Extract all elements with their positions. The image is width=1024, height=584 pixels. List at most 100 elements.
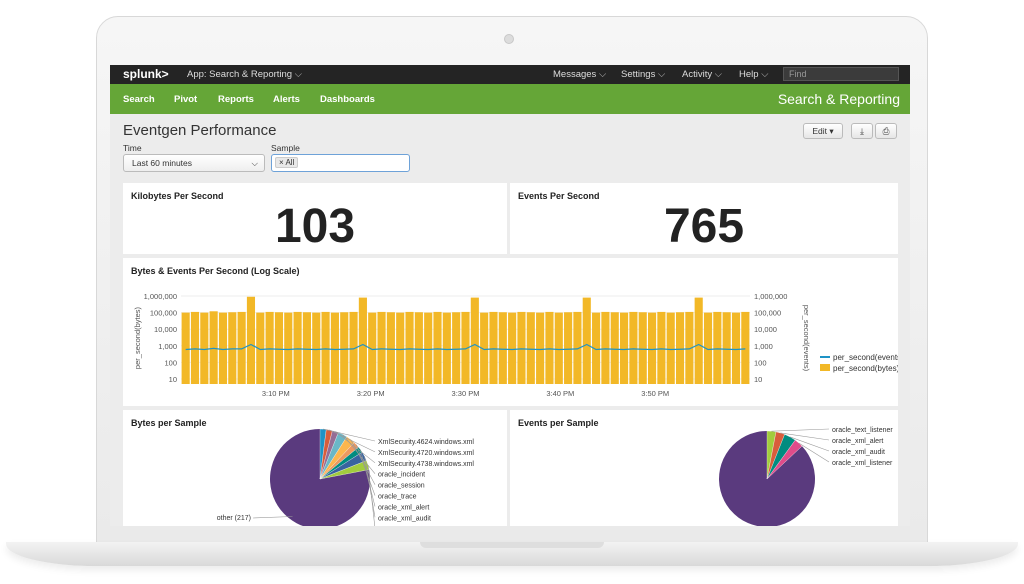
bar: [554, 312, 563, 384]
bar: [629, 311, 638, 384]
bar: [433, 311, 442, 384]
bar: [414, 312, 423, 384]
time-picker[interactable]: Last 60 minutes ⌵: [123, 154, 265, 172]
edit-button[interactable]: Edit ▾: [803, 123, 843, 139]
eps-panel: Events Per Second 765: [510, 183, 898, 254]
bar: [545, 311, 554, 384]
top-bar: splunk> App: Search & Reporting ⌵ Messag…: [110, 65, 910, 84]
splunk-screen: splunk> App: Search & Reporting ⌵ Messag…: [110, 65, 910, 526]
nav-search[interactable]: Search: [123, 94, 155, 105]
pie-leader-line: [252, 516, 293, 519]
pie-leader-line: [798, 442, 830, 463]
settings-menu[interactable]: Settings ⌵: [621, 69, 666, 80]
bar: [209, 311, 218, 384]
sample-multiselect[interactable]: × All: [271, 154, 410, 172]
chevron-down-icon: ⌵: [761, 69, 769, 80]
x-tick-label: 3:30 PM: [452, 389, 480, 398]
nav-reports[interactable]: Reports: [218, 94, 254, 105]
panel-title: Events Per Second: [518, 191, 600, 201]
bar: [256, 312, 265, 384]
messages-menu[interactable]: Messages ⌵: [553, 69, 607, 80]
bar: [517, 311, 526, 384]
pie-label: oracle_xml_audit: [378, 515, 431, 522]
bar: [181, 312, 190, 384]
sample-token[interactable]: × All: [275, 157, 299, 168]
time-label: Time: [123, 143, 142, 153]
pie-label: oracle_xml_listener: [832, 460, 893, 467]
pie-label: oracle_xml_alert: [832, 438, 883, 445]
find-input[interactable]: Find: [783, 67, 899, 81]
print-button[interactable]: ⎙: [875, 123, 897, 139]
y-tick-label-right: 1,000,000: [754, 292, 787, 301]
bar: [442, 312, 451, 384]
y-tick-label-right: 10,000: [754, 325, 777, 334]
bar: [685, 311, 694, 384]
bar: [703, 312, 713, 384]
pie-leader-line: [780, 432, 830, 441]
bar: [265, 311, 274, 384]
bar: [246, 296, 256, 384]
pie-label: oracle_incident: [378, 472, 425, 479]
app-title: Search & Reporting: [777, 91, 900, 107]
pie-label: XmlSecurity.4624.windows.xml: [378, 439, 474, 446]
splunk-logo[interactable]: splunk>: [123, 67, 169, 81]
legend-swatch-bytes: [820, 364, 830, 371]
bar: [470, 297, 479, 384]
bar: [666, 312, 675, 384]
events-pie-chart: oracle_text_listener oracle_xml_alertorac…: [719, 427, 893, 526]
chevron-down-icon: ⌵: [714, 69, 722, 80]
bar: [480, 312, 489, 384]
nav-pivot[interactable]: Pivot: [174, 94, 198, 105]
printer-icon: ⎙: [882, 126, 890, 136]
bar: [312, 312, 321, 384]
bar: [293, 311, 302, 384]
pie-label: XmlSecurity.4738.windows.xml: [378, 461, 474, 468]
bar: [330, 312, 339, 384]
app-nav-bar: Search Pivot Reports Alerts Dashboards S…: [110, 84, 910, 114]
bar: [601, 311, 610, 384]
pie-leader-line: [360, 449, 376, 507]
bar: [713, 311, 722, 384]
pie-leader-line: [790, 436, 830, 452]
y-tick-label-left: 10: [169, 375, 177, 384]
y-axis-label-right: per_second(events): [802, 305, 811, 372]
activity-menu[interactable]: Activity ⌵: [682, 69, 722, 80]
nav-alerts[interactable]: Alerts: [273, 94, 300, 105]
bar: [284, 312, 293, 384]
chevron-down-icon: ⌵: [294, 69, 302, 80]
bar: [386, 312, 395, 384]
bar: [302, 312, 311, 384]
bar: [592, 312, 601, 384]
app-menu[interactable]: App: Search & Reporting ⌵: [187, 69, 302, 80]
bar: [741, 311, 750, 384]
bar: [731, 312, 741, 384]
close-icon[interactable]: ×: [279, 158, 284, 167]
download-icon: ⤓: [860, 126, 864, 136]
pie-label: oracle_trace: [378, 494, 417, 501]
bar: [396, 312, 405, 384]
legend-label: per_second(bytes): [833, 364, 898, 373]
nav-dashboards[interactable]: Dashboards: [320, 94, 375, 105]
panel-title: Kilobytes Per Second: [131, 191, 224, 201]
pie-leader-line: [364, 456, 376, 518]
bar: [424, 312, 433, 384]
events-pie-panel: Events per Sample oracle_text_listener or…: [510, 410, 898, 526]
download-button[interactable]: ⤓: [851, 123, 873, 139]
bar: [405, 311, 414, 384]
y-tick-label-right: 1,000: [754, 342, 773, 351]
x-tick-label: 3:20 PM: [357, 389, 385, 398]
bar: [358, 297, 367, 384]
pie-leader-line: [367, 465, 376, 526]
pie-leader-line: [335, 431, 376, 464]
bar: [647, 312, 657, 384]
panel-title: Bytes & Events Per Second (Log Scale): [131, 266, 300, 276]
pie-label: oracle_xml_audit: [832, 449, 885, 456]
bar: [452, 312, 461, 384]
camera-icon: [504, 34, 514, 44]
bar: [368, 312, 377, 384]
y-tick-label-left: 1,000: [158, 342, 177, 351]
x-tick-label: 3:50 PM: [641, 389, 669, 398]
bar: [722, 312, 731, 384]
chevron-down-icon: ⌵: [657, 69, 666, 80]
help-menu[interactable]: Help ⌵: [739, 69, 769, 80]
